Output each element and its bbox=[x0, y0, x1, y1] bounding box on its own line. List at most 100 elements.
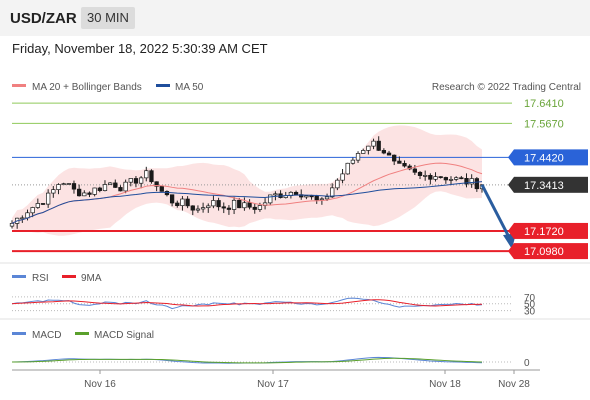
candle-body bbox=[133, 178, 139, 184]
x-tick-label: Nov 17 bbox=[257, 379, 289, 390]
candle-body bbox=[35, 203, 40, 208]
candle-body bbox=[9, 223, 15, 227]
candle-body bbox=[20, 217, 25, 220]
legend-ma50: MA 50 bbox=[175, 82, 204, 93]
candle-body bbox=[221, 206, 226, 209]
candle-body bbox=[376, 140, 381, 151]
legend-macd-signal: MACD Signal bbox=[94, 330, 154, 341]
candle-body bbox=[206, 205, 211, 208]
candle-body bbox=[340, 173, 345, 181]
level-label-resistance: 17.6410 bbox=[524, 98, 564, 110]
candle-body bbox=[76, 188, 82, 197]
candle-body bbox=[438, 176, 443, 178]
candle-body bbox=[169, 194, 175, 204]
legend-macd: MACD bbox=[32, 330, 61, 341]
candle-body bbox=[355, 153, 361, 161]
level-badge-current bbox=[514, 176, 588, 193]
ma50-line bbox=[11, 181, 483, 224]
candle-body bbox=[159, 186, 164, 192]
candle-body bbox=[324, 196, 330, 200]
bollinger-band-area bbox=[12, 125, 482, 236]
candle-body bbox=[335, 179, 340, 189]
legend-ma-bb: MA 20 + Bollinger Bands bbox=[32, 82, 142, 93]
timeframe-button[interactable]: 30 MIN bbox=[81, 7, 135, 29]
candle-body bbox=[247, 202, 252, 208]
legend-swatch-ma50 bbox=[156, 84, 170, 87]
candle-body bbox=[138, 177, 144, 184]
candle-body bbox=[61, 183, 66, 186]
level-badge-tip bbox=[508, 149, 514, 166]
candle-body bbox=[154, 181, 159, 187]
level-badge-tip bbox=[508, 243, 514, 260]
level-badge-support bbox=[514, 222, 588, 239]
candle-body bbox=[268, 194, 273, 204]
candle-body bbox=[46, 192, 51, 205]
level-badge-support bbox=[514, 243, 588, 260]
candle-body bbox=[381, 150, 387, 154]
candle-body bbox=[252, 206, 257, 210]
rsi-ma-line bbox=[11, 299, 483, 307]
candle-body bbox=[412, 168, 418, 173]
forecast-arrow-shaft bbox=[480, 184, 512, 240]
legend-rsi: RSI bbox=[32, 273, 49, 284]
rsi-level-label: 50 bbox=[524, 300, 536, 311]
candle-body bbox=[417, 171, 423, 176]
bollinger-bands bbox=[12, 125, 482, 236]
candle-body bbox=[71, 183, 77, 190]
candle-body bbox=[273, 193, 278, 196]
candle-body bbox=[454, 177, 459, 180]
candle-body bbox=[185, 198, 190, 207]
level-label-resistance: 17.5670 bbox=[524, 118, 564, 130]
research-credit: Research © 2022 Trading Central bbox=[432, 82, 581, 93]
candle-body bbox=[149, 170, 154, 183]
candle-body bbox=[309, 195, 314, 198]
level-badge-tip bbox=[508, 176, 514, 193]
candle-body bbox=[459, 177, 464, 180]
candle-body bbox=[180, 198, 185, 206]
candle-body bbox=[123, 181, 128, 192]
candle-body bbox=[345, 162, 350, 175]
candle-body bbox=[144, 170, 149, 179]
candle-body bbox=[314, 195, 319, 201]
legend-rsi-ma: 9MA bbox=[81, 273, 102, 284]
candle-body bbox=[87, 192, 92, 195]
x-tick-label: Nov 18 bbox=[429, 379, 461, 390]
candle-body bbox=[464, 178, 469, 185]
candle-body bbox=[231, 199, 237, 210]
level-label-support: 17.1720 bbox=[524, 226, 564, 238]
candle-body bbox=[366, 145, 371, 151]
x-tick-label: Nov 16 bbox=[84, 379, 116, 390]
candle-body bbox=[51, 189, 56, 194]
forecast-arrow bbox=[480, 184, 516, 250]
candle-body bbox=[82, 192, 87, 197]
candle-body bbox=[448, 179, 454, 181]
candle-body bbox=[128, 178, 133, 183]
candle-body bbox=[226, 207, 232, 210]
candle-body bbox=[319, 198, 325, 201]
candle-body bbox=[350, 159, 356, 164]
candle-body bbox=[195, 208, 201, 211]
candle-body bbox=[56, 184, 61, 190]
candle-body bbox=[293, 191, 299, 195]
candle-body bbox=[118, 187, 123, 192]
candle-body bbox=[397, 160, 402, 164]
candle-body bbox=[304, 195, 309, 198]
legend-swatch-macd-signal bbox=[75, 332, 89, 335]
candle-body bbox=[30, 207, 35, 214]
candle-body bbox=[200, 207, 206, 210]
candle-body bbox=[237, 199, 242, 209]
main-legend: MA 20 + Bollinger Bands MA 50 Research ©… bbox=[12, 82, 581, 93]
candle-body bbox=[402, 163, 407, 167]
legend-swatch-rsi bbox=[12, 275, 26, 278]
candle-body bbox=[330, 187, 335, 198]
legend-swatch-macd bbox=[12, 332, 26, 335]
candle-body bbox=[175, 202, 180, 206]
candle-body bbox=[102, 184, 108, 191]
x-axis: Nov 16 Nov 17 Nov 18 Nov 28 bbox=[12, 369, 540, 390]
candle-body bbox=[428, 175, 433, 180]
rsi-level-label: 30 bbox=[524, 307, 536, 318]
rsi-level-label: 70 bbox=[524, 293, 536, 304]
moving-averages bbox=[11, 162, 483, 224]
